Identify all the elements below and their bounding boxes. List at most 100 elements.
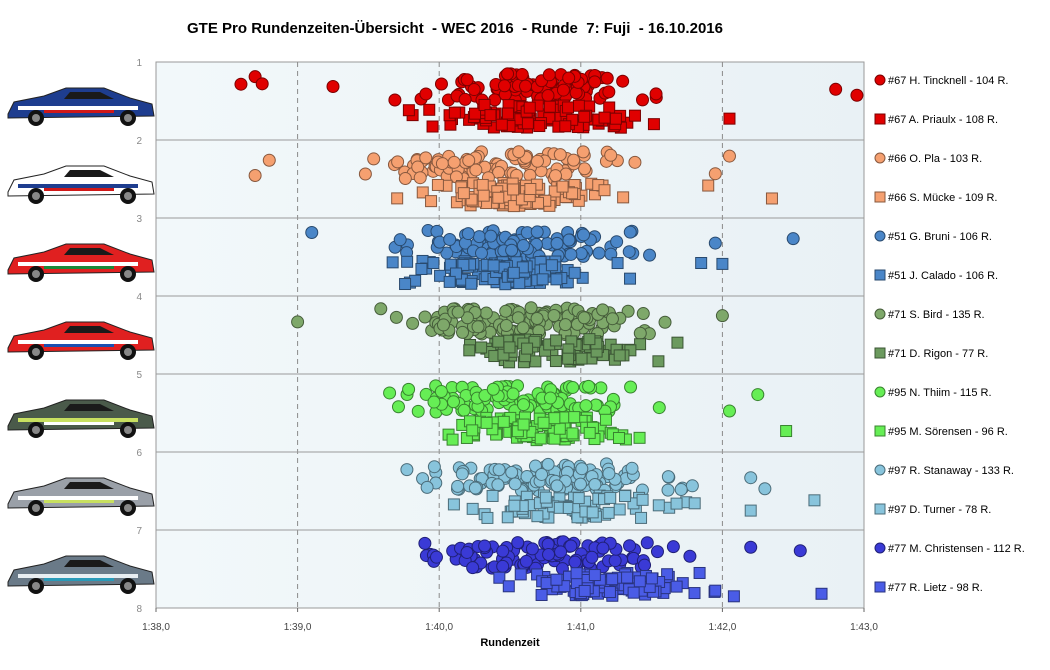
data-point bbox=[401, 255, 414, 268]
data-point bbox=[623, 225, 637, 239]
data-point bbox=[636, 93, 650, 107]
data-point bbox=[383, 386, 397, 400]
legend-entry: #67 A. Priaulx - 108 R. bbox=[874, 113, 998, 126]
data-point bbox=[406, 316, 420, 330]
data-point bbox=[647, 118, 660, 131]
data-point bbox=[468, 481, 482, 495]
data-point bbox=[568, 555, 582, 569]
data-point bbox=[709, 584, 722, 597]
data-point bbox=[466, 502, 479, 515]
data-point bbox=[466, 424, 479, 437]
data-point bbox=[391, 192, 404, 205]
y-tick-label: 1 bbox=[136, 58, 142, 69]
data-point bbox=[516, 239, 530, 253]
data-point bbox=[458, 92, 472, 106]
data-point bbox=[507, 183, 520, 196]
data-point bbox=[688, 497, 701, 510]
legend-label: #95 N. Thiim - 115 R. bbox=[888, 387, 992, 399]
data-point bbox=[411, 404, 425, 418]
legend-entry: #66 S. Mücke - 109 R. bbox=[874, 191, 997, 204]
data-point bbox=[358, 167, 372, 181]
data-point bbox=[578, 110, 591, 123]
data-point bbox=[549, 355, 562, 368]
data-point bbox=[511, 536, 525, 550]
data-point bbox=[535, 467, 549, 481]
data-point bbox=[638, 558, 652, 572]
data-point bbox=[600, 71, 614, 85]
data-point bbox=[466, 561, 480, 575]
data-point bbox=[545, 259, 558, 272]
data-point bbox=[496, 559, 510, 573]
data-point bbox=[501, 67, 515, 81]
data-point bbox=[434, 77, 448, 91]
data-point bbox=[427, 395, 441, 409]
legend-marker bbox=[874, 269, 886, 281]
data-point bbox=[524, 182, 537, 195]
series-points bbox=[447, 489, 821, 524]
data-point bbox=[693, 566, 706, 579]
data-point bbox=[501, 511, 514, 524]
legend-entry: #97 D. Turner - 78 R. bbox=[874, 503, 991, 516]
data-point bbox=[431, 178, 444, 191]
legend-label: #71 D. Rigon - 77 R. bbox=[888, 348, 988, 360]
data-point bbox=[548, 432, 561, 445]
data-point bbox=[636, 493, 649, 506]
data-point bbox=[568, 266, 581, 279]
data-point bbox=[635, 511, 648, 524]
data-point bbox=[530, 225, 544, 239]
data-point bbox=[550, 273, 563, 286]
data-point bbox=[542, 547, 556, 561]
data-point bbox=[564, 539, 578, 553]
data-point bbox=[497, 415, 510, 428]
data-point bbox=[652, 401, 666, 415]
data-point bbox=[492, 191, 505, 204]
legend-entry: #51 J. Calado - 106 R. bbox=[874, 269, 998, 282]
data-point bbox=[525, 542, 539, 556]
x-tick-label: 1:39,0 bbox=[284, 622, 312, 633]
data-point bbox=[633, 326, 647, 340]
data-point bbox=[505, 243, 519, 257]
data-point bbox=[613, 503, 626, 516]
data-point bbox=[402, 104, 415, 117]
legend-marker bbox=[874, 581, 886, 593]
data-point bbox=[558, 580, 571, 593]
data-point bbox=[566, 187, 579, 200]
data-point bbox=[515, 68, 529, 82]
data-point bbox=[418, 536, 432, 550]
series-points bbox=[383, 379, 765, 419]
data-point bbox=[409, 274, 422, 287]
data-point bbox=[598, 184, 611, 197]
legend-label: #97 R. Stanaway - 133 R. bbox=[888, 465, 1014, 477]
data-point bbox=[517, 418, 530, 431]
data-point bbox=[517, 398, 531, 412]
data-point bbox=[623, 539, 637, 553]
data-point bbox=[744, 504, 757, 517]
data-point bbox=[609, 112, 622, 125]
data-point bbox=[450, 267, 463, 280]
data-point bbox=[670, 580, 683, 593]
y-tick-label: 8 bbox=[136, 604, 142, 615]
chart-title: GTE Pro Rundenzeiten-Übersicht - WEC 201… bbox=[187, 20, 723, 37]
data-point bbox=[532, 196, 545, 209]
data-point bbox=[577, 311, 591, 325]
data-point bbox=[625, 461, 639, 475]
data-point bbox=[661, 483, 675, 497]
data-point bbox=[486, 489, 499, 502]
series-points bbox=[291, 301, 729, 342]
legend-label: #67 A. Priaulx - 108 R. bbox=[888, 114, 998, 126]
data-point bbox=[566, 427, 579, 440]
data-point bbox=[617, 191, 630, 204]
data-point bbox=[829, 82, 843, 96]
data-point bbox=[624, 380, 638, 394]
data-point bbox=[492, 335, 505, 348]
data-point bbox=[554, 545, 568, 559]
x-tick-label: 1:40,0 bbox=[425, 622, 453, 633]
data-point bbox=[512, 145, 526, 159]
data-point bbox=[850, 88, 864, 102]
data-point bbox=[727, 590, 740, 603]
data-point bbox=[652, 355, 665, 368]
data-point bbox=[478, 98, 491, 111]
data-point bbox=[419, 87, 433, 101]
series-points bbox=[402, 98, 736, 134]
